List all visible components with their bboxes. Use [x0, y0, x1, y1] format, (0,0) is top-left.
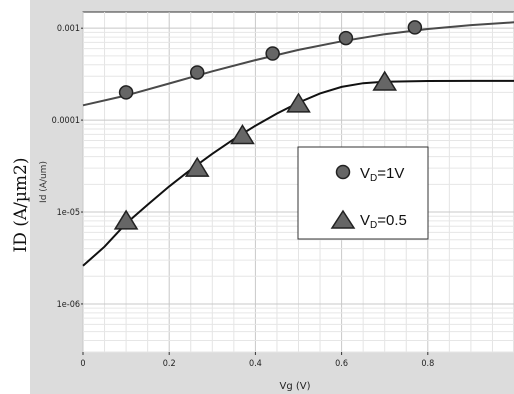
data-markers	[113, 20, 423, 230]
legend: VD=1V VD=0.5	[297, 146, 429, 240]
x-tick-labels: 0 0.2 0.4 0.6 0.8	[80, 352, 434, 369]
legend-1-name: V	[360, 165, 370, 182]
x-axis-label: Vg (V)	[279, 381, 310, 392]
x-tick-label: 0.4	[249, 359, 262, 369]
x-tick-label: 0.6	[335, 359, 348, 369]
legend-circle-marker	[335, 164, 351, 180]
circle-marker	[118, 85, 134, 100]
outer-y-axis-label: ID (A/µm2)	[11, 157, 31, 252]
x-tick-label: 0.8	[421, 359, 434, 369]
legend-box	[297, 146, 429, 240]
y-tick-label: 1e-06	[57, 300, 80, 310]
circle-marker	[338, 30, 354, 46]
triangle-marker	[372, 70, 398, 91]
triangle-marker	[286, 92, 311, 113]
y-tick-labels: 1e-06 1e-05 0.0001 0.001	[52, 24, 83, 310]
legend-label-series-2: VD=0.5	[360, 212, 407, 231]
legend-triangle-marker	[330, 209, 356, 229]
triangle-marker	[230, 124, 255, 145]
legend-2-suffix: =0.5	[377, 212, 407, 229]
x-tick-label: 0	[80, 359, 85, 369]
legend-1-sub: D	[370, 173, 377, 184]
legend-2-name: V	[360, 212, 370, 229]
legend-1-suffix: =1V	[377, 165, 404, 182]
inner-y-axis-label: Id (A/um)	[39, 161, 49, 203]
triangle-marker	[184, 156, 210, 177]
fit-curve-1	[82, 21, 514, 107]
y-tick-label: 0.0001	[52, 116, 80, 126]
fit-curves	[82, 21, 514, 267]
legend-label-series-1: VD=1V	[360, 165, 404, 184]
fit-curve-2	[82, 79, 514, 267]
circle-marker	[407, 20, 423, 35]
legend-2-sub: D	[370, 220, 377, 231]
circle-marker	[189, 65, 205, 80]
x-tick-label: 0.2	[163, 359, 176, 369]
y-tick-label: 0.001	[57, 24, 80, 34]
triangle-marker	[113, 209, 139, 230]
y-tick-label: 1e-05	[57, 208, 80, 218]
circle-marker	[265, 46, 280, 61]
